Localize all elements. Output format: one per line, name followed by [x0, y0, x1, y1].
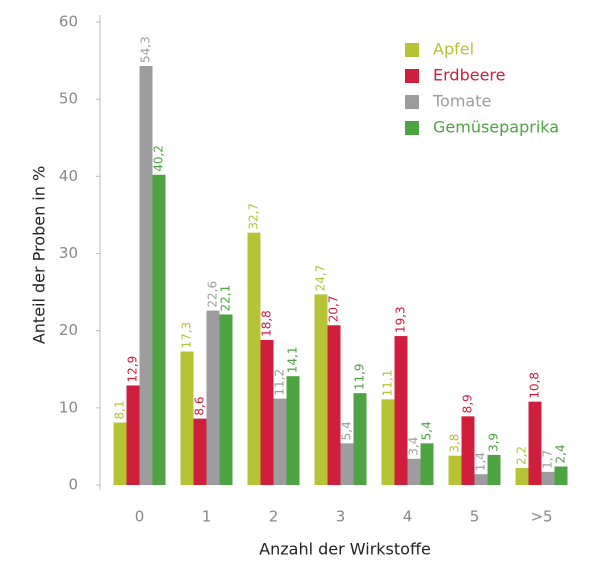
legend-swatch [405, 43, 419, 57]
bar [180, 351, 194, 485]
value-label: 20,7 [327, 296, 341, 323]
legend-label: Apfel [433, 40, 474, 59]
bar [461, 416, 475, 485]
bar [420, 443, 434, 485]
y-tick-label: 20 [59, 321, 78, 339]
value-label: 1,4 [474, 452, 488, 471]
bar [113, 422, 127, 485]
bar [487, 454, 501, 485]
bar [152, 174, 166, 486]
bar [206, 310, 220, 485]
value-label: 5,4 [420, 421, 434, 440]
bar [353, 393, 367, 485]
value-label: 8,6 [193, 397, 207, 416]
bar [394, 336, 408, 485]
y-tick-label: 40 [59, 167, 78, 185]
bar [541, 471, 555, 485]
value-label: 22,6 [206, 281, 220, 308]
bar [193, 418, 207, 485]
x-tick-label: 3 [336, 508, 346, 526]
value-label: 19,3 [394, 306, 408, 333]
x-tick-label: 2 [269, 508, 279, 526]
bar [286, 376, 300, 485]
value-label: 54,3 [139, 36, 153, 63]
legend-label: Erdbeere [433, 66, 505, 85]
y-tick-label: 50 [59, 90, 78, 108]
y-tick-label: 60 [59, 13, 78, 31]
x-tick-label: 0 [135, 508, 145, 526]
bar [247, 232, 261, 485]
value-label: 12,9 [126, 356, 140, 383]
y-axis-label: Anteil der Proben in % [30, 166, 49, 344]
y-tick-label: 30 [59, 244, 78, 262]
bar [126, 385, 140, 485]
value-label: 2,2 [515, 446, 529, 465]
value-label: 14,1 [286, 346, 300, 373]
legend-label: Tomate [432, 92, 491, 111]
value-label: 24,7 [314, 265, 328, 292]
value-label: 11,1 [381, 370, 395, 397]
bar [515, 468, 529, 485]
x-tick-label: 4 [403, 508, 413, 526]
legend-swatch [405, 95, 419, 109]
value-label: 1,7 [541, 450, 555, 469]
value-label: 8,1 [113, 400, 127, 419]
bar [314, 294, 328, 485]
x-axis-label: Anzahl der Wirkstoffe [259, 540, 431, 559]
legend-label: Gemüsepaprika [433, 118, 559, 137]
x-tick-label: 5 [470, 508, 480, 526]
y-tick-label: 0 [68, 476, 78, 494]
value-label: 11,9 [353, 363, 367, 390]
bar [139, 65, 153, 486]
value-label: 3,9 [487, 433, 501, 452]
y-tick-label: 10 [59, 398, 78, 416]
value-label: 32,7 [247, 203, 261, 230]
value-label: 17,3 [180, 322, 194, 349]
legend-swatch [405, 121, 419, 135]
x-tick-label: 1 [202, 508, 212, 526]
bar [407, 458, 421, 485]
value-label: 18,8 [260, 310, 274, 337]
value-label: 11,2 [273, 369, 287, 396]
bar [327, 325, 341, 485]
value-label: 5,4 [340, 421, 354, 440]
bar [273, 398, 287, 485]
bar [340, 443, 354, 485]
value-label: 2,4 [554, 444, 568, 463]
bar [554, 466, 568, 485]
value-label: 22,1 [219, 285, 233, 312]
value-label: 10,8 [528, 372, 542, 399]
value-label: 40,2 [152, 145, 166, 172]
bar [219, 314, 233, 485]
bar [381, 399, 395, 485]
bar [528, 401, 542, 485]
x-tick-label: >5 [530, 508, 552, 526]
bar [448, 455, 462, 485]
value-label: 3,8 [448, 434, 462, 453]
bar [260, 339, 274, 485]
value-label: 8,9 [461, 394, 475, 413]
legend-swatch [405, 69, 419, 83]
bar [474, 474, 488, 485]
value-label: 3,4 [407, 437, 421, 456]
